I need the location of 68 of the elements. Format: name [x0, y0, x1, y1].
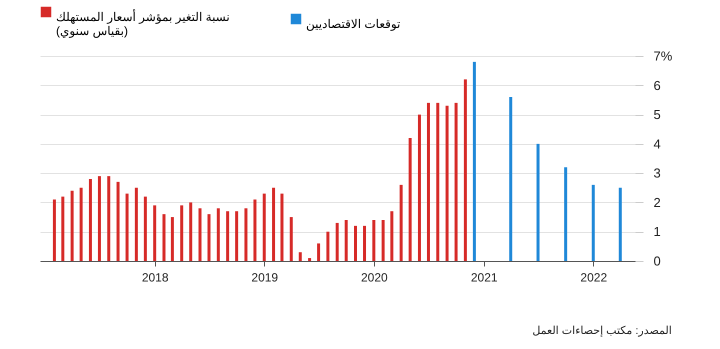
y-tick-label: 0	[654, 254, 661, 268]
bar	[592, 184, 595, 261]
bar	[88, 179, 92, 261]
bar	[464, 79, 467, 261]
bar	[326, 232, 330, 261]
bar	[446, 106, 449, 261]
bar	[308, 258, 312, 261]
bar	[126, 194, 129, 261]
bar	[436, 102, 440, 261]
y-tick-label: 1	[654, 224, 661, 240]
x-tick-label: 2019	[251, 270, 278, 284]
bar	[216, 208, 220, 261]
y-tick-label: 4	[654, 136, 661, 152]
bar	[116, 182, 120, 261]
bar	[298, 252, 302, 261]
bar	[618, 188, 622, 261]
bar	[509, 97, 512, 261]
bar	[80, 188, 83, 261]
bar	[134, 188, 138, 261]
bar	[280, 194, 284, 261]
bar	[226, 211, 230, 261]
bar	[344, 220, 348, 261]
y-tick-label: 2	[654, 194, 661, 210]
bar	[354, 226, 358, 261]
bar	[253, 200, 256, 261]
bar	[189, 202, 192, 261]
x-tick-label: 2021	[470, 270, 498, 284]
bar	[262, 194, 266, 261]
bar	[198, 208, 202, 261]
bar	[317, 243, 320, 261]
bar	[61, 196, 64, 261]
y-tick-label: 6	[654, 78, 661, 93]
bar	[107, 176, 110, 261]
bar	[426, 102, 430, 261]
bar	[536, 144, 540, 261]
bar	[382, 220, 385, 261]
bar	[244, 208, 248, 261]
bar	[235, 211, 238, 261]
bar	[390, 211, 394, 261]
bar	[153, 205, 156, 261]
bar	[472, 62, 476, 261]
legend-label: نسبة التغير بمؤشر أسعار المستهلك (بقياس سنوي)	[56, 9, 230, 38]
bar	[170, 217, 174, 261]
y-tick-label: 7%	[654, 48, 673, 64]
bar	[70, 190, 74, 261]
bar	[336, 222, 339, 261]
bar	[454, 102, 458, 261]
text: المصدر: مكتب إحصاءات العمل	[532, 325, 672, 337]
bar	[180, 205, 184, 261]
x-tick-label: 2022	[580, 270, 608, 284]
bar	[564, 167, 568, 261]
bar	[144, 196, 147, 261]
bar	[408, 138, 412, 261]
bar	[363, 226, 366, 261]
bar	[400, 184, 403, 261]
bar	[52, 200, 56, 261]
bar	[162, 214, 166, 261]
bar	[98, 176, 101, 261]
x-tick-label: 2020	[360, 270, 388, 284]
y-tick-label: 3	[654, 166, 661, 181]
bar	[372, 220, 376, 261]
bar	[290, 217, 293, 261]
x-tick-label: 2018	[142, 270, 169, 284]
legend-label: توقعات الاقتصاديين	[306, 17, 400, 31]
bar	[272, 188, 276, 261]
bar	[208, 214, 211, 261]
bar	[418, 114, 421, 261]
y-tick-label: 5	[654, 107, 661, 122]
